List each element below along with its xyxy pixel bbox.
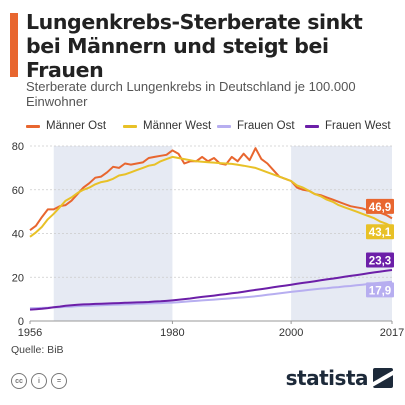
end-label-box — [366, 282, 394, 298]
x-tick-label: 1980 — [160, 327, 184, 339]
statista-logo-icon — [373, 368, 393, 388]
shaded-band — [53, 146, 173, 321]
y-tick-label: 80 — [12, 141, 24, 153]
series-line — [29, 147, 393, 232]
license-icons: cc i = — [11, 373, 67, 389]
line-chart: 0 20 40 60 80 1956 1980 2000 2017 46,9 43,1 17,9 23,… — [12, 141, 404, 339]
legend-item-frauen-west: Frauen West — [305, 117, 391, 135]
legend-label: Männer West — [143, 120, 212, 132]
series-line — [29, 155, 393, 238]
y-tick-label: 40 — [12, 229, 24, 241]
y-tick-label: 20 — [12, 272, 24, 284]
legend-label: Männer Ost — [46, 120, 107, 132]
end-label: 43,1 — [369, 227, 392, 239]
chart-subtitle: Sterberate durch Lungenkrebs in Deutschl… — [26, 79, 356, 109]
end-label: 17,9 — [369, 285, 391, 297]
legend-swatch — [305, 124, 319, 128]
x-tick-label: 2017 — [380, 327, 404, 339]
y-tick-label: 0 — [18, 316, 24, 328]
accent-bar — [10, 13, 18, 77]
legend-swatch — [217, 124, 231, 128]
cc-icon[interactable]: cc — [11, 373, 27, 389]
x-tick-label: 1956 — [18, 327, 42, 339]
x-tick-label: 2000 — [279, 327, 303, 339]
end-label-box — [366, 252, 394, 268]
by-icon[interactable]: i — [31, 373, 47, 389]
nd-icon[interactable]: = — [51, 373, 67, 389]
end-label: 46,9 — [369, 202, 391, 214]
chart-title: Lungenkrebs-Sterberate sinkt bei Männern… — [26, 10, 363, 82]
legend-label: Frauen West — [325, 120, 391, 132]
brand-name: statista — [285, 366, 369, 390]
end-label: 23,3 — [369, 256, 391, 268]
legend-item-maenner-west: Männer West — [123, 117, 211, 135]
series-line — [29, 269, 393, 311]
legend-swatch — [123, 124, 137, 128]
legend-item-frauen-ost: Frauen Ost — [217, 117, 295, 135]
series-line — [29, 280, 393, 310]
y-tick-label: 60 — [12, 185, 24, 197]
statista-brand[interactable]: statista — [286, 366, 393, 390]
legend: Männer Ost Männer West Frauen Ost Frauen… — [26, 117, 401, 135]
end-label-box — [366, 224, 394, 240]
end-label-box — [366, 198, 394, 214]
legend-label: Frauen Ost — [237, 120, 295, 132]
source-note: Quelle: BiB — [11, 344, 64, 356]
legend-swatch — [26, 124, 40, 128]
legend-item-maenner-ost: Männer Ost — [26, 117, 106, 135]
